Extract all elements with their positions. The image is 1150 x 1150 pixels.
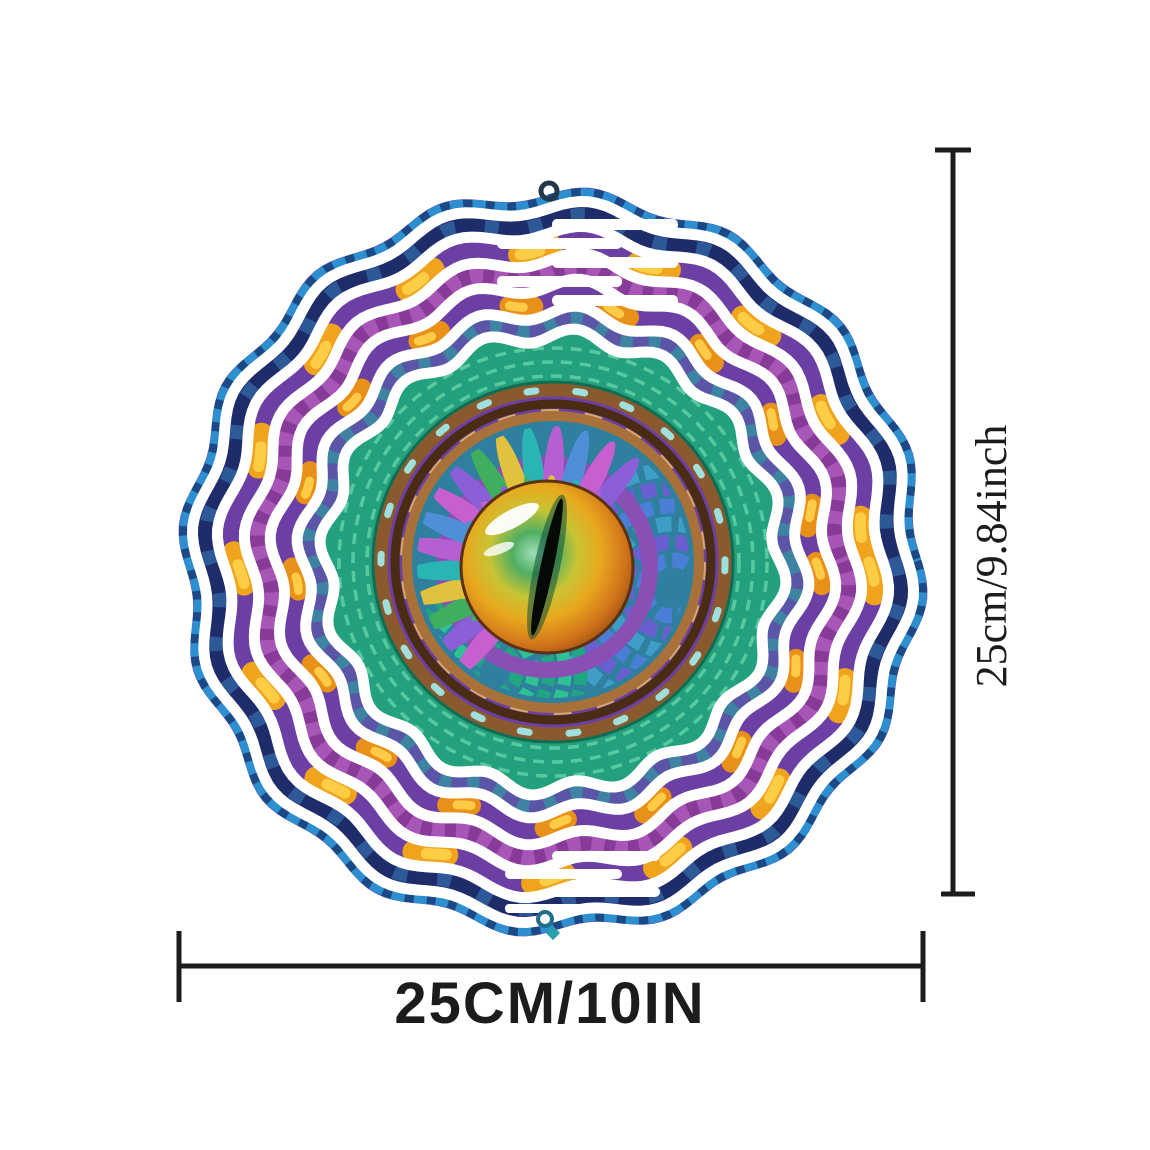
spinner-navy-band-texture: [198, 207, 908, 917]
scale-texture-arc: [365, 374, 741, 750]
green-scale-texture: [337, 346, 769, 778]
scale-row: [582, 498, 689, 678]
spiral-cut-bar: [552, 851, 660, 861]
width-dimension-label: 25CM/10IN: [394, 971, 705, 1036]
spiral-cut-line: [264, 273, 842, 851]
height-dimension-label: 25cm/9.84inch: [967, 425, 1016, 688]
spiral-cut-bar: [552, 295, 678, 306]
scale-texture-arc: [337, 346, 769, 778]
bronze-frame-inner: [402, 411, 704, 713]
bronze-frame-gap: [390, 399, 716, 725]
spiral-cut-line: [238, 247, 868, 877]
bottom-pendant-tip: [545, 925, 561, 941]
spiral-cut-line: [291, 300, 815, 824]
spiral-cut-bar: [552, 257, 678, 268]
inner-pattern-texture: [300, 309, 806, 815]
hanging-hook: [538, 180, 560, 202]
height-dimension: [935, 147, 975, 897]
gold-ovals-outer-core: [225, 234, 881, 890]
bottom-pendant-loop: [536, 910, 554, 928]
spiral-cut-bar: [505, 869, 622, 879]
scale-texture-arc: [351, 360, 755, 764]
gold-ovals-inner: [274, 283, 832, 841]
bronze-highlight: [400, 409, 706, 715]
spiral-cut-line: [186, 195, 920, 929]
spiral-cut-line: [211, 220, 895, 904]
iris-highlight: [485, 502, 539, 536]
green-scale-ring: [321, 330, 785, 794]
width-dimension: [176, 931, 926, 1002]
spiral-cut-bar: [497, 238, 622, 249]
spinner-rim-band: [178, 187, 928, 937]
spiral-cut-bar: [497, 276, 622, 287]
green-ring-inner-edge: [371, 380, 735, 744]
pupil-slit: [531, 498, 563, 636]
spiral-cut-bar: [552, 219, 678, 230]
spiral-cut-lines: [186, 195, 920, 929]
spiral-cut-bar: [552, 887, 660, 897]
magenta-band-texture: [247, 256, 859, 868]
spiral-cut-line: [314, 323, 792, 801]
spiral-cut-bar: [505, 904, 612, 913]
iris-highlight-small: [483, 541, 515, 557]
bronze-gems: [377, 386, 729, 738]
dragon-eye-art: [417, 426, 689, 698]
spiral-cut-bars: [497, 219, 678, 913]
